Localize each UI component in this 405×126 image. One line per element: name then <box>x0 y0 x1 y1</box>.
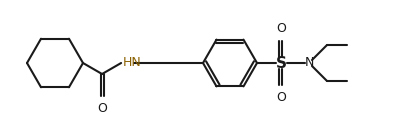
Text: O: O <box>97 102 107 115</box>
Text: O: O <box>275 22 285 35</box>
Text: N: N <box>304 56 313 70</box>
Text: S: S <box>275 55 286 71</box>
Text: HN: HN <box>123 56 141 70</box>
Text: O: O <box>275 91 285 104</box>
